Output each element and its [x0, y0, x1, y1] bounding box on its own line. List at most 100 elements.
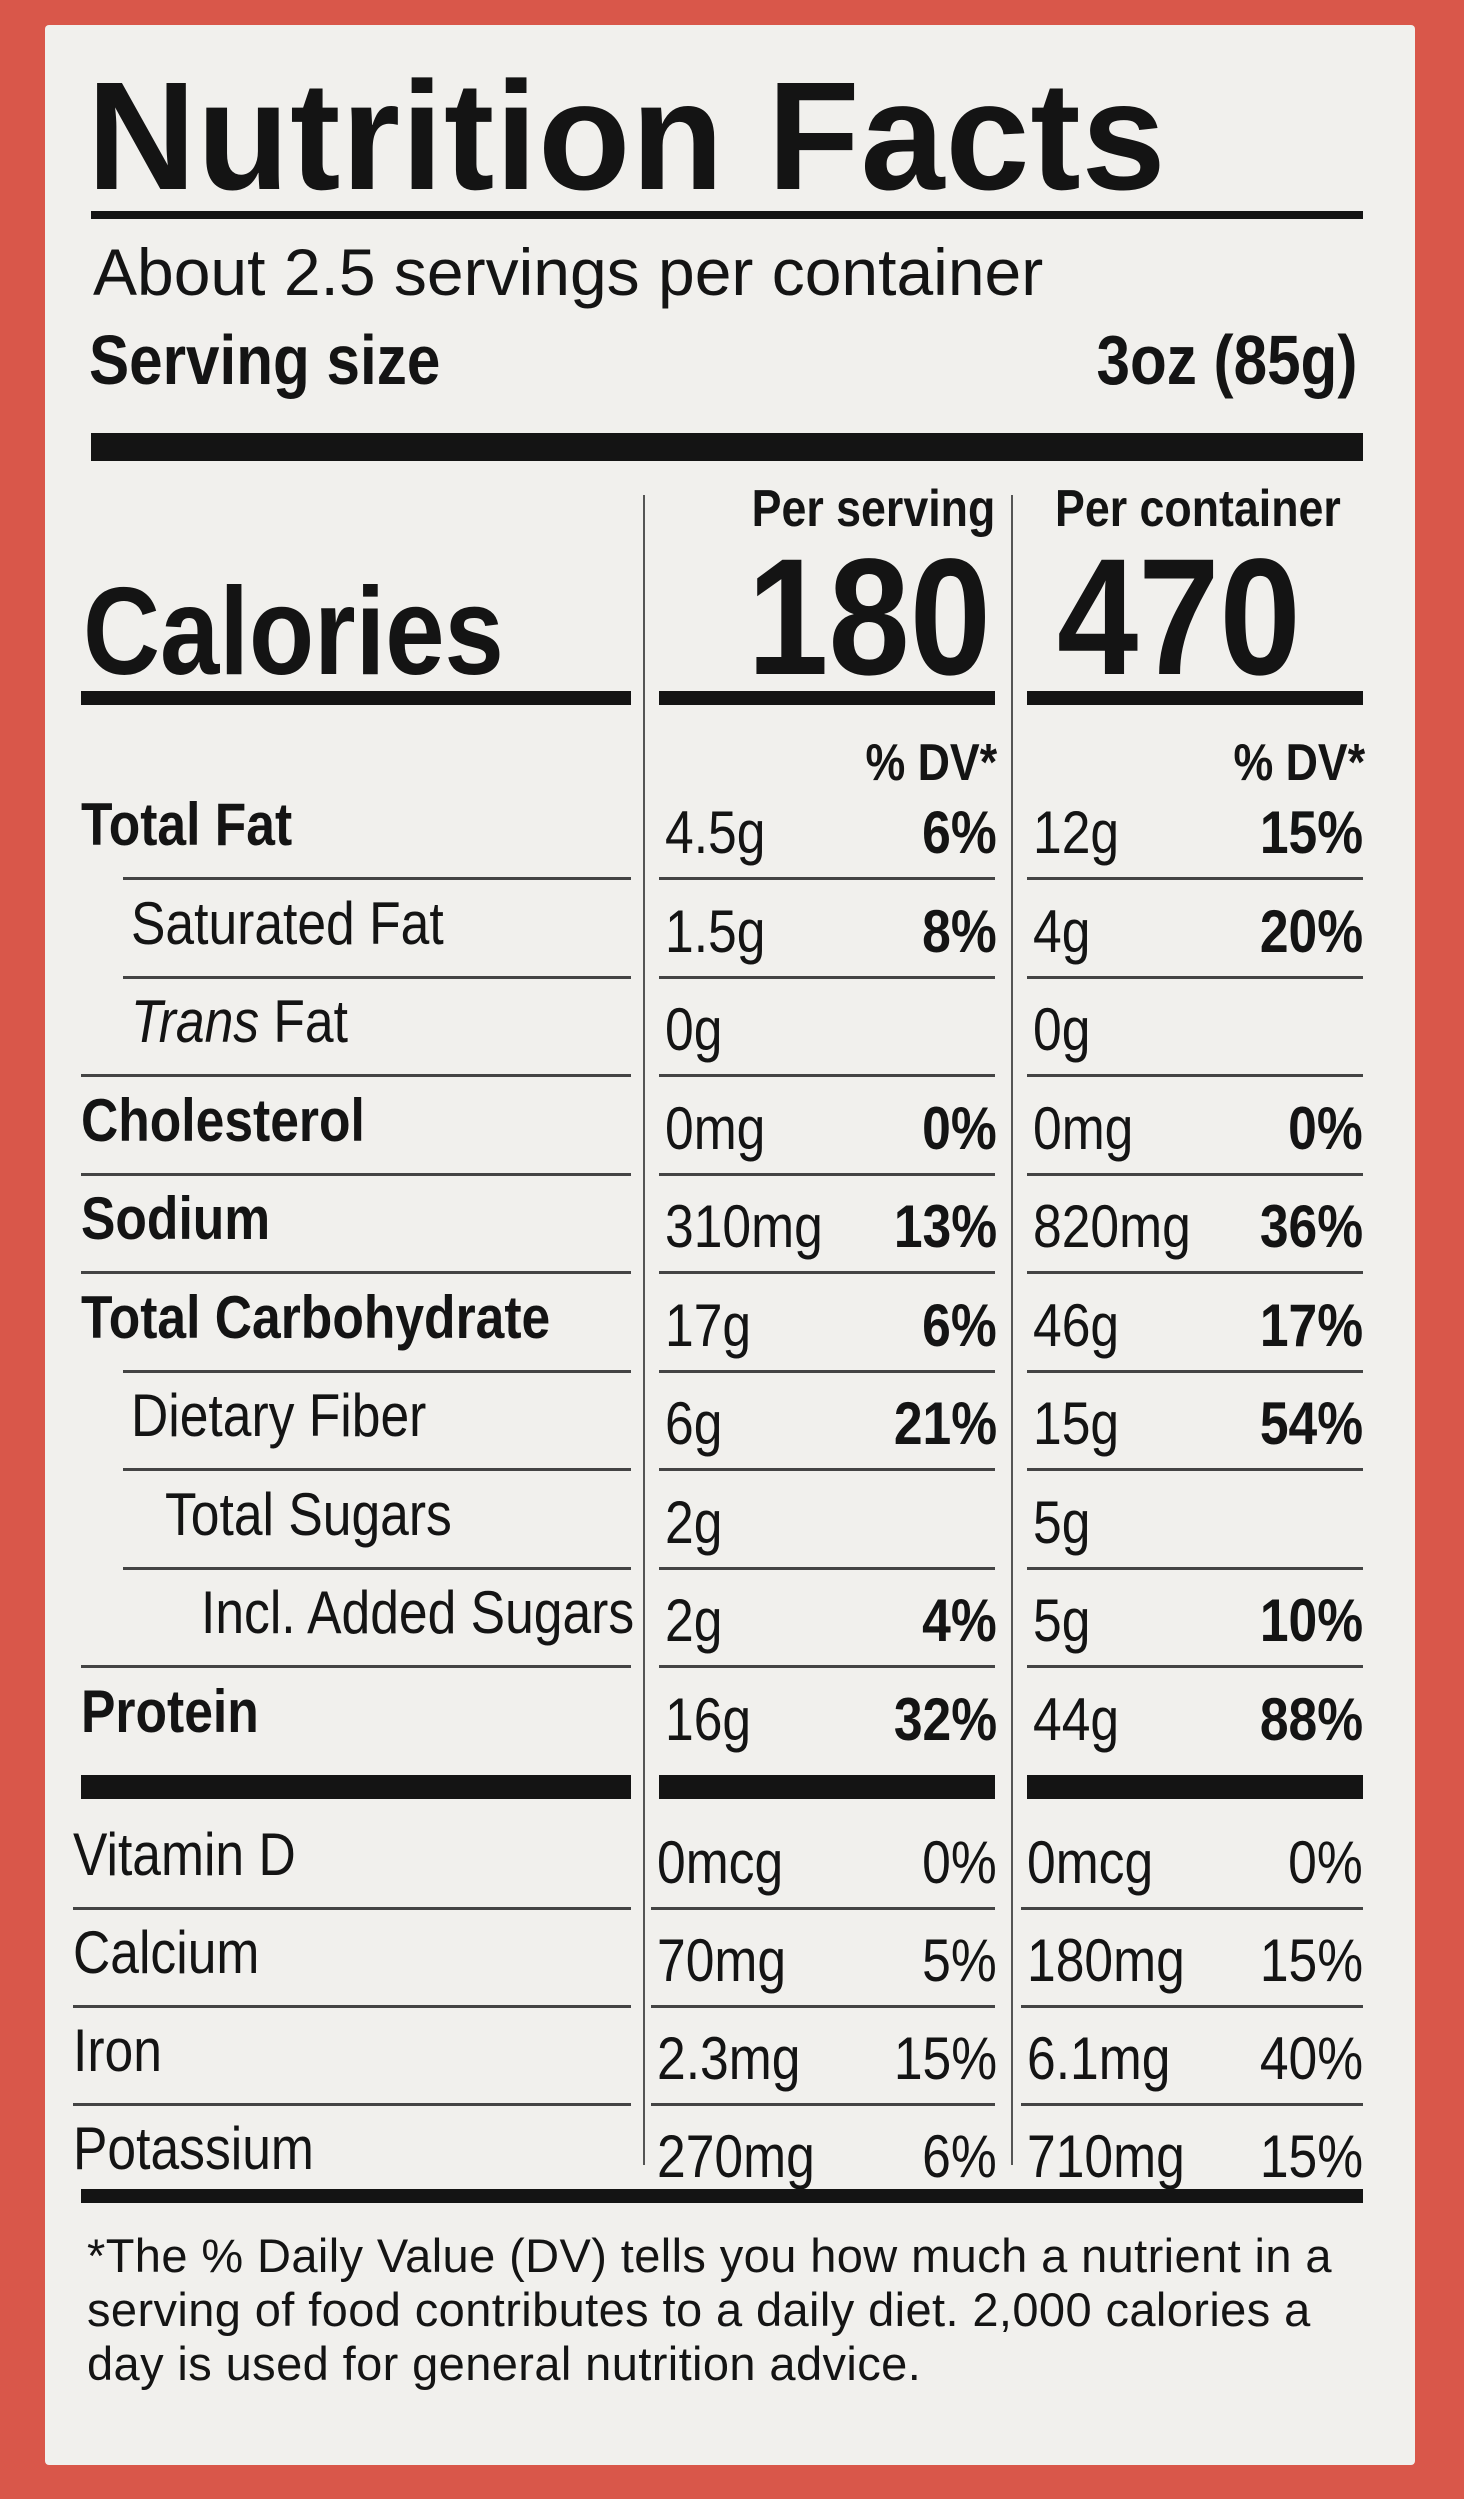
row-divider [659, 877, 995, 880]
vitamin-container-amount: 6.1mg [1027, 2025, 1171, 2092]
row-divider [123, 1468, 631, 1471]
column-divider-left [643, 495, 645, 2165]
row-divider [659, 1370, 995, 1373]
per-container-header: Per container [1055, 480, 1341, 538]
dv-header-container: % DV* [1233, 734, 1365, 792]
nutrient-container-amount: 5g [1033, 1489, 1091, 1556]
vitamin-serving-amount: 70mg [657, 1927, 787, 1994]
row-divider [123, 1370, 631, 1373]
vitamin-serving-amount: 2.3mg [657, 2025, 801, 2092]
row-divider [651, 2005, 995, 2008]
row-divider [659, 1665, 995, 1668]
row-divider [659, 1468, 995, 1471]
vitamin-container-dv: 15% [1259, 2123, 1363, 2190]
row-divider [1027, 1173, 1363, 1176]
vitamin-container-dv: 40% [1259, 2025, 1363, 2092]
vitamin-label: Calcium [73, 1919, 260, 1986]
footnote-rule [81, 2189, 1363, 2203]
row-divider [123, 1567, 631, 1570]
row-divider [1021, 2005, 1363, 2008]
nutrient-label-text: Sodium [81, 1185, 271, 1252]
vitamin-serving-amount: 0mcg [657, 1829, 784, 1896]
vitamin-container-amount: 0mcg [1027, 1829, 1154, 1896]
vitamin-container-amount: 710mg [1027, 2123, 1185, 2190]
row-divider [1027, 1370, 1363, 1373]
nutrient-label: Trans Fat [131, 992, 348, 1052]
vitamin-label: Iron [73, 2017, 162, 2084]
row-divider [81, 1173, 631, 1176]
row-divider [73, 2005, 631, 2008]
nutrient-label-text: Incl. Added Sugars [201, 1579, 635, 1646]
nutrient-label-text: Protein [81, 1678, 259, 1745]
vitamin-serving-amount: 270mg [657, 2123, 815, 2190]
vitamin-container-dv: 15% [1259, 1927, 1363, 1994]
nutrient-container-dv: 0% [1288, 1095, 1363, 1162]
nutrient-serving-dv: 13% [893, 1193, 997, 1260]
row-divider [1021, 2103, 1363, 2106]
nutrient-label: Dietary Fiber [131, 1386, 426, 1446]
nutrient-label-text: Saturated Fat [131, 890, 444, 957]
calories-per-serving: 180 [747, 525, 991, 710]
nutrient-container-amount: 44g [1033, 1686, 1120, 1753]
nutrient-serving-dv: 6% [922, 799, 997, 866]
nutrient-label-text: Cholesterol [81, 1087, 365, 1154]
row-divider [651, 2103, 995, 2106]
row-divider [1027, 1567, 1363, 1570]
row-divider [81, 1271, 631, 1274]
vitamin-rule-right [1027, 1775, 1363, 1799]
nutrient-serving-amount: 310mg [665, 1193, 823, 1260]
nutrient-label-text: Total Sugars [165, 1481, 452, 1548]
vitamin-rule-mid [659, 1775, 995, 1799]
row-divider [1021, 1907, 1363, 1910]
nutrient-serving-amount: 1.5g [665, 898, 766, 965]
nutrient-label: Incl. Added Sugars [201, 1583, 634, 1643]
title-rule [91, 211, 1363, 219]
nutrient-container-amount: 46g [1033, 1292, 1120, 1359]
calories-rule-right [1027, 691, 1363, 705]
serving-size-value: 3oz (85g) [1096, 321, 1357, 399]
row-divider [659, 1074, 995, 1077]
nutrient-label: Total Carbohydrate [81, 1288, 550, 1348]
nutrient-serving-amount: 4.5g [665, 799, 766, 866]
nutrient-container-dv: 10% [1259, 1587, 1363, 1654]
vitamin-serving-dv: 6% [922, 2123, 997, 2190]
row-divider [123, 976, 631, 979]
nutrient-container-amount: 12g [1033, 799, 1120, 866]
vitamin-label: Potassium [73, 2115, 314, 2182]
nutrient-serving-amount: 6g [665, 1390, 723, 1457]
row-divider [123, 877, 631, 880]
nutrient-label: Saturated Fat [131, 894, 444, 954]
row-divider [81, 1074, 631, 1077]
dv-header-serving: % DV* [865, 734, 997, 792]
nutrient-serving-amount: 17g [665, 1292, 752, 1359]
nutrient-label: Sodium [81, 1189, 270, 1249]
row-divider [1027, 976, 1363, 979]
nutrient-label-italic: Trans [131, 988, 260, 1055]
row-divider [1027, 1271, 1363, 1274]
nutrient-container-dv: 20% [1259, 898, 1363, 965]
nutrient-container-dv: 88% [1259, 1686, 1363, 1753]
nutrient-container-amount: 820mg [1033, 1193, 1191, 1260]
nutrient-container-amount: 5g [1033, 1587, 1091, 1654]
row-divider [81, 1665, 631, 1668]
calories-rule-mid [659, 691, 995, 705]
nutrient-container-amount: 15g [1033, 1390, 1120, 1457]
nutrient-label: Cholesterol [81, 1091, 365, 1151]
row-divider [659, 1567, 995, 1570]
calories-label: Calories [83, 563, 504, 701]
nutrient-container-amount: 4g [1033, 898, 1091, 965]
row-divider [73, 2103, 631, 2106]
nutrient-container-dv: 36% [1259, 1193, 1363, 1260]
nutrient-serving-dv: 0% [922, 1095, 997, 1162]
label-title: Nutrition Facts [87, 50, 1167, 222]
nutrient-label-text: Total Fat [81, 791, 293, 858]
row-divider [651, 1907, 995, 1910]
row-divider [659, 976, 995, 979]
vitamin-label: Vitamin D [73, 1821, 296, 1888]
nutrient-serving-amount: 2g [665, 1489, 723, 1556]
serving-size-label: Serving size [89, 321, 441, 399]
nutrient-container-amount: 0g [1033, 996, 1091, 1063]
vitamin-container-amount: 180mg [1027, 1927, 1185, 1994]
vitamin-rule-left [81, 1775, 631, 1799]
serving-rule [91, 433, 1363, 461]
